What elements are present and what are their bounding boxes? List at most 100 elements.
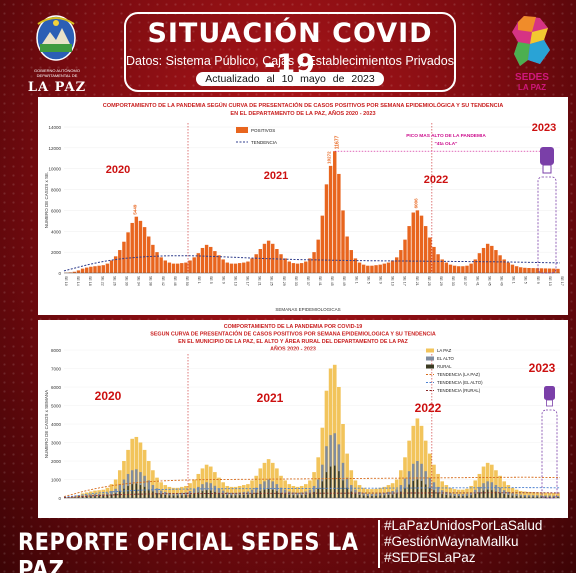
y-tick-label: 1000 (51, 478, 62, 483)
bar-rural (214, 491, 216, 498)
bar-rural (185, 495, 187, 498)
bar-positivos (374, 265, 378, 273)
gobernacion-name: LA PAZ (27, 80, 87, 95)
bar-rural (181, 495, 183, 498)
bar-positivos (155, 252, 159, 273)
bar-positivos (428, 237, 432, 273)
bar-positivos (122, 241, 126, 273)
x-tick-label: SE 10 (64, 276, 68, 286)
x-tick-label: SE 17 (403, 276, 407, 286)
bar-positivos (415, 210, 420, 273)
bar-positivos (357, 262, 362, 273)
bar-positivos (349, 250, 353, 273)
x-tick-label: SE 37 (306, 276, 310, 286)
bar-rural (292, 495, 295, 498)
bar-la-paz (217, 477, 221, 498)
bar-positivos (440, 259, 444, 273)
bar-positivos (196, 253, 201, 273)
bar-la-paz (270, 462, 275, 498)
pointing-hand-cuff (542, 164, 552, 174)
bar-positivos (535, 268, 539, 273)
bar-rural (515, 496, 518, 498)
bar-la-paz (184, 485, 188, 498)
bar-la-paz (432, 464, 436, 498)
bar-la-paz (361, 487, 366, 498)
bar-la-paz (138, 442, 143, 498)
bar-el-alto (275, 484, 279, 498)
bar-positivos (200, 247, 205, 273)
x-tick-label: SE 1 (354, 276, 358, 284)
bar-rural (491, 490, 493, 498)
bar-positivos (523, 267, 527, 273)
year-label: 2021 (257, 391, 284, 405)
footer-divider (378, 520, 380, 568)
bar-la-paz (353, 480, 358, 498)
bar-el-alto (205, 482, 208, 498)
bar-positivos (539, 268, 544, 273)
legend-label: RURAL (437, 364, 452, 369)
bar-la-paz (275, 468, 279, 498)
bar-la-paz (283, 480, 287, 498)
bar-la-paz (419, 425, 424, 498)
bar-el-alto (341, 462, 345, 498)
bar-rural (238, 495, 241, 498)
bar-positivos (419, 215, 424, 273)
y-tick-label: 4000 (51, 229, 62, 234)
bar-rural (176, 495, 179, 498)
bar-la-paz (254, 475, 259, 498)
year-label: 2023 (532, 122, 556, 134)
bar-positivos (320, 215, 325, 273)
bar-positivos (411, 212, 415, 273)
bar-la-paz (531, 492, 535, 498)
bar-el-alto (221, 490, 225, 498)
bar-rural (495, 491, 497, 498)
bar-la-paz (175, 487, 180, 498)
gobernacion-text: GOBIERNO AUTÓNOMO DEPARTAMENTAL DE (33, 68, 80, 78)
y-axis-label: NUMERO DE CASOS x SEMANA (44, 390, 49, 458)
bar-positivos (333, 151, 337, 273)
bar-rural (127, 485, 129, 498)
bar-rural (317, 488, 319, 498)
x-tick-label: SE 5 (366, 276, 370, 284)
bar-rural (114, 493, 117, 498)
bar-la-paz (134, 436, 139, 498)
bar-positivos (312, 252, 316, 273)
bar-la-paz (543, 492, 548, 498)
bar-la-paz (196, 473, 201, 498)
bar-positivos (531, 268, 535, 273)
bar-positivos (246, 261, 250, 273)
bar-la-paz (295, 486, 300, 498)
bar-rural (309, 493, 311, 498)
bar-positivos (105, 263, 110, 273)
bar-positivos (395, 257, 399, 273)
y-tick-label: 5000 (51, 404, 62, 409)
pointing-hand-icon (540, 147, 554, 165)
bar-rural (511, 495, 514, 498)
x-tick-label: SE 45 (487, 276, 491, 286)
bar-rural (205, 490, 208, 498)
x-tick-label: SE 9 (379, 276, 383, 284)
bar-positivos (519, 267, 523, 273)
bar-positivos (477, 253, 482, 273)
bar-rural (86, 496, 88, 498)
bar-el-alto (531, 495, 535, 498)
bar-el-alto (263, 481, 266, 498)
sedes-name: SEDES (515, 72, 549, 83)
bar-rural (296, 495, 299, 498)
bar-rural (210, 490, 212, 498)
bar-positivos (556, 268, 560, 273)
bar-la-paz (394, 479, 399, 498)
bar-positivos (134, 216, 139, 273)
bar-la-paz (527, 491, 531, 498)
x-tick-label: SE 9 (221, 276, 225, 284)
legend-label: LA PAZ (437, 348, 452, 353)
bar-rural (135, 483, 138, 498)
bar-el-alto (271, 481, 274, 498)
bar-positivos (109, 260, 114, 273)
y-tick-label: 2000 (51, 250, 62, 255)
x-axis-label: SEMANAS EPIDEMIOLOGICAS (275, 307, 340, 312)
bar-positivos (233, 263, 238, 273)
year-label: 2023 (529, 361, 556, 375)
x-tick-label: SE 9 (536, 276, 540, 284)
bar-la-paz (328, 368, 333, 498)
